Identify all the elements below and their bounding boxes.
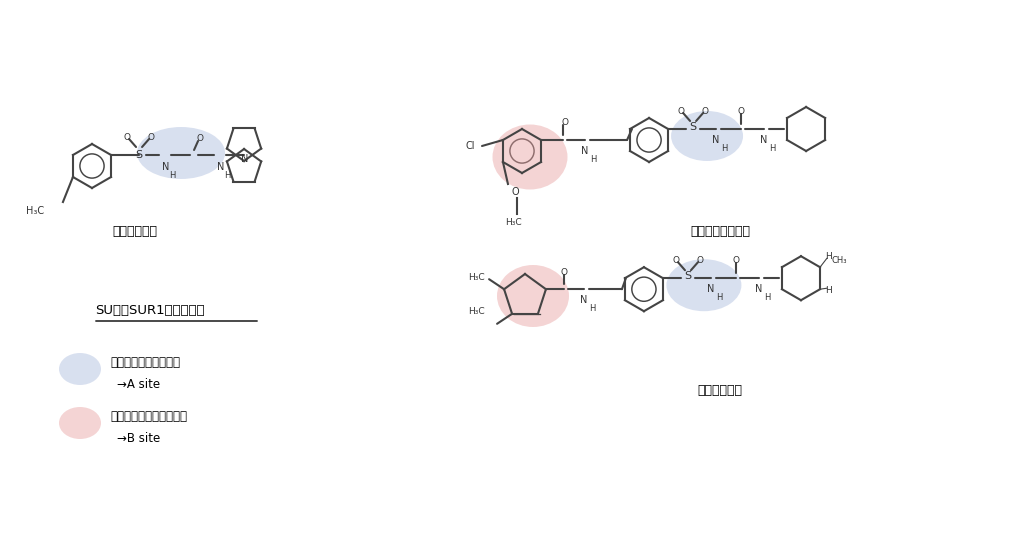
Text: O: O — [673, 256, 680, 265]
Ellipse shape — [671, 111, 743, 161]
Text: O: O — [560, 267, 567, 277]
Text: N: N — [581, 295, 588, 305]
Text: O: O — [147, 132, 155, 141]
Text: N: N — [217, 162, 224, 172]
Text: H: H — [589, 304, 595, 312]
Text: S: S — [689, 122, 696, 132]
Text: O: O — [696, 256, 703, 265]
Text: H: H — [721, 143, 727, 152]
Text: H₃C: H₃C — [468, 306, 485, 315]
Text: ：スルホニル尿素構造: ：スルホニル尿素構造 — [110, 356, 180, 370]
Text: O: O — [701, 107, 709, 116]
Ellipse shape — [137, 127, 225, 179]
Text: Cl: Cl — [465, 141, 475, 151]
Text: H: H — [769, 143, 775, 152]
Text: N: N — [708, 284, 715, 294]
Text: グリベンクラミド: グリベンクラミド — [690, 225, 750, 237]
Text: H: H — [764, 292, 770, 302]
Text: H₃C: H₃C — [26, 206, 44, 216]
Text: N: N — [242, 154, 249, 164]
Text: O: O — [678, 107, 685, 116]
Ellipse shape — [497, 265, 569, 327]
Text: H₃C: H₃C — [505, 217, 521, 226]
Ellipse shape — [493, 125, 567, 190]
Ellipse shape — [59, 353, 101, 385]
Text: S: S — [135, 150, 142, 160]
Text: グリメピリド: グリメピリド — [697, 385, 742, 398]
Text: H: H — [169, 171, 175, 180]
Text: N: N — [713, 135, 720, 145]
Text: O: O — [737, 107, 744, 116]
Text: ：ベンズアミド類似構造: ：ベンズアミド類似構造 — [110, 410, 187, 424]
Text: N: N — [756, 284, 763, 294]
Text: CH₃: CH₃ — [831, 256, 847, 265]
Text: グリクラジド: グリクラジド — [113, 225, 158, 237]
Text: N: N — [163, 162, 170, 172]
Text: O: O — [732, 256, 739, 265]
Text: N: N — [582, 146, 589, 156]
Text: N: N — [761, 135, 768, 145]
Ellipse shape — [667, 259, 741, 311]
Text: →B site: →B site — [117, 431, 160, 444]
Text: H: H — [224, 171, 230, 180]
Text: O: O — [197, 133, 204, 142]
Text: H: H — [825, 252, 833, 261]
Text: H: H — [716, 292, 722, 302]
Text: H: H — [590, 155, 596, 163]
Text: O: O — [561, 117, 568, 127]
Text: H₃C: H₃C — [468, 274, 485, 282]
Text: →A site: →A site — [117, 378, 160, 390]
Text: S: S — [684, 271, 691, 281]
Text: O: O — [124, 132, 130, 141]
Text: H: H — [825, 286, 833, 295]
Ellipse shape — [59, 407, 101, 439]
Text: O: O — [511, 187, 519, 197]
Text: SU薬とSUR1の作用部位: SU薬とSUR1の作用部位 — [95, 305, 205, 317]
